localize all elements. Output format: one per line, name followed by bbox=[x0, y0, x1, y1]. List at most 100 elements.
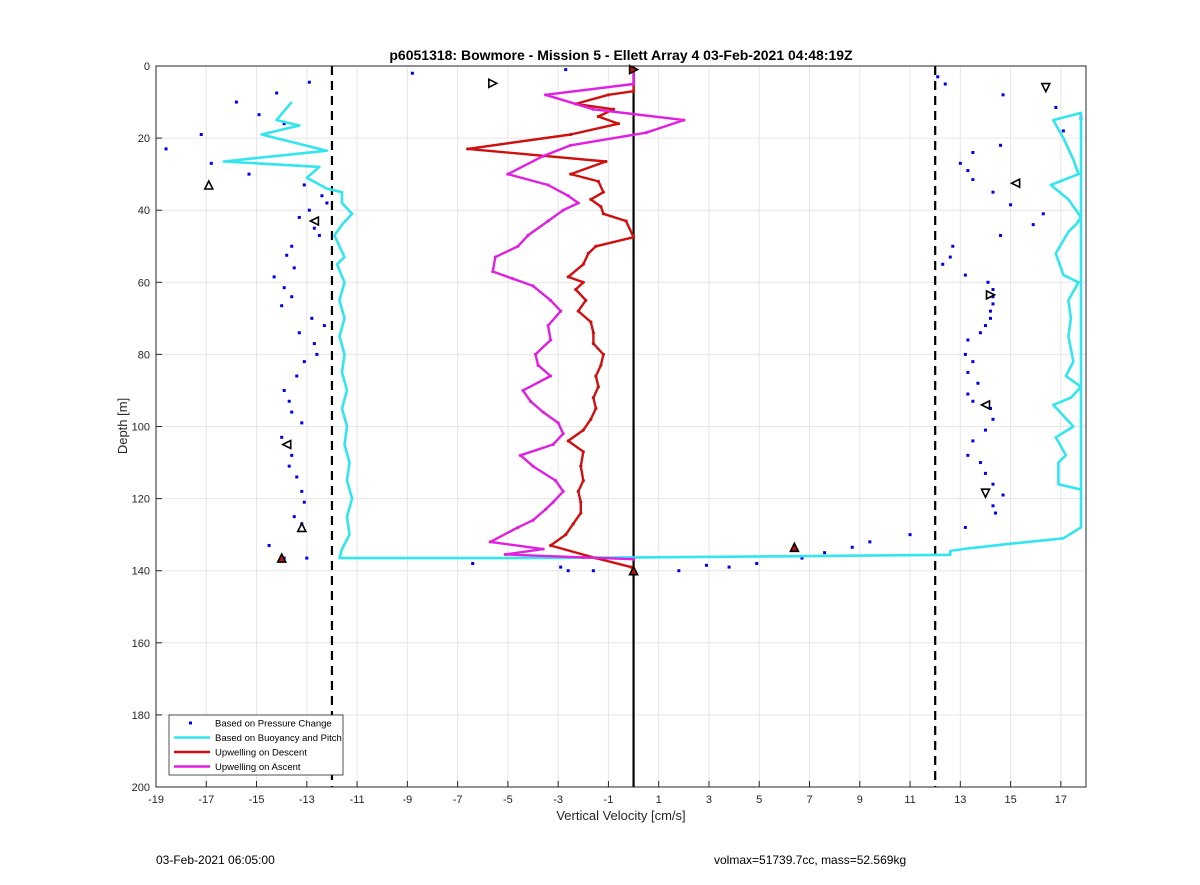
pressure-point bbox=[988, 406, 992, 410]
pressure-point bbox=[991, 504, 995, 508]
y-tick-label: 100 bbox=[132, 422, 150, 434]
pressure-point bbox=[963, 273, 967, 277]
series-point bbox=[589, 320, 593, 324]
series-point bbox=[616, 122, 621, 126]
series-point bbox=[591, 331, 595, 335]
series-point bbox=[488, 540, 492, 544]
x-tick-label: 15 bbox=[1004, 794, 1016, 806]
pressure-point bbox=[566, 569, 570, 573]
pressure-point bbox=[948, 255, 952, 259]
marker-triangle bbox=[296, 521, 308, 533]
pressure-point bbox=[966, 392, 970, 396]
marker-triangle bbox=[628, 564, 639, 576]
pressure-point bbox=[971, 178, 975, 182]
pressure-point bbox=[966, 453, 970, 457]
y-tick-label: 140 bbox=[132, 566, 150, 578]
series-point bbox=[491, 269, 495, 274]
x-tick-label: -15 bbox=[249, 794, 265, 806]
pressure-point bbox=[755, 561, 759, 565]
series-point bbox=[506, 172, 510, 176]
footer-info: volmax=51739.7cc, mass=52.569kg bbox=[714, 853, 907, 867]
series-point bbox=[594, 406, 598, 411]
series-point bbox=[531, 518, 535, 522]
y-tick-label: 180 bbox=[132, 710, 150, 722]
series-point bbox=[601, 212, 606, 216]
series-point bbox=[549, 298, 553, 302]
series-point bbox=[589, 197, 593, 201]
series-point bbox=[551, 500, 555, 504]
series-point bbox=[569, 143, 573, 147]
series-point bbox=[581, 262, 585, 266]
series-point bbox=[549, 338, 553, 342]
pressure-point bbox=[305, 556, 309, 560]
series-point bbox=[566, 194, 570, 198]
series-point bbox=[551, 442, 555, 447]
series-point bbox=[556, 421, 560, 425]
pressure-point bbox=[994, 511, 998, 515]
y-tick-label: 0 bbox=[144, 61, 150, 73]
pressure-point bbox=[999, 233, 1003, 237]
marker-triangle bbox=[203, 179, 215, 190]
series-point bbox=[579, 464, 583, 468]
pressure-point bbox=[312, 226, 316, 230]
x-tick-label: -7 bbox=[453, 794, 463, 806]
x-tick-label: 5 bbox=[756, 794, 762, 806]
series-point bbox=[566, 275, 570, 279]
series-point bbox=[599, 204, 603, 209]
x-tick-label: -13 bbox=[299, 794, 315, 806]
pressure-point bbox=[292, 266, 296, 270]
pressure-point bbox=[1001, 493, 1005, 497]
series-point bbox=[561, 208, 565, 212]
pressure-point bbox=[320, 194, 324, 198]
pressure-point bbox=[850, 545, 854, 549]
pressure-point bbox=[295, 475, 299, 479]
marker-triangle bbox=[789, 541, 800, 553]
x-tick-label: -19 bbox=[148, 794, 164, 806]
legend-label: Based on Buoyancy and Pitch bbox=[215, 733, 342, 744]
series-point bbox=[531, 284, 535, 288]
y-tick-label: 60 bbox=[138, 277, 150, 289]
series-point bbox=[569, 132, 573, 137]
marker-triangle bbox=[487, 78, 499, 89]
pressure-point bbox=[164, 147, 168, 151]
pressure-point bbox=[983, 471, 987, 475]
series-point bbox=[569, 172, 573, 176]
pressure-point bbox=[290, 244, 294, 248]
pressure-point bbox=[677, 569, 681, 573]
pressure-point bbox=[958, 161, 962, 165]
x-tick-label: -5 bbox=[503, 794, 513, 806]
series-point bbox=[511, 277, 515, 281]
y-tick-label: 160 bbox=[132, 638, 150, 650]
pressure-point bbox=[991, 417, 995, 421]
pressure-point bbox=[257, 113, 261, 117]
pressure-point bbox=[966, 370, 970, 374]
series-point bbox=[549, 543, 553, 548]
pressure-point bbox=[908, 533, 912, 537]
series-point bbox=[546, 323, 550, 328]
y-tick-label: 40 bbox=[138, 205, 150, 217]
pressure-point bbox=[287, 399, 291, 403]
series-point bbox=[631, 557, 636, 561]
series-point bbox=[554, 478, 558, 483]
pressure-point bbox=[986, 280, 990, 284]
marker-triangle bbox=[1040, 82, 1052, 94]
legend-label: Upwelling on Ascent bbox=[215, 762, 301, 773]
pressure-point bbox=[315, 352, 319, 356]
series-point bbox=[589, 417, 593, 421]
pressure-point bbox=[292, 515, 296, 519]
pressure-point bbox=[559, 565, 563, 569]
x-tick-label: 13 bbox=[954, 794, 966, 806]
marker-triangle bbox=[979, 399, 991, 411]
x-axis-label: Vertical Velocity [cm/s] bbox=[556, 808, 685, 823]
series-line bbox=[222, 101, 1083, 560]
pressure-point bbox=[300, 421, 304, 425]
x-tick-label: 11 bbox=[904, 794, 915, 806]
legend-label: Based on Pressure Change bbox=[215, 719, 332, 730]
pressure-point bbox=[951, 244, 955, 248]
pressure-point bbox=[290, 295, 294, 299]
series-point bbox=[629, 565, 633, 569]
series-point bbox=[546, 219, 550, 223]
series-point bbox=[516, 525, 520, 530]
series-point bbox=[571, 522, 575, 526]
